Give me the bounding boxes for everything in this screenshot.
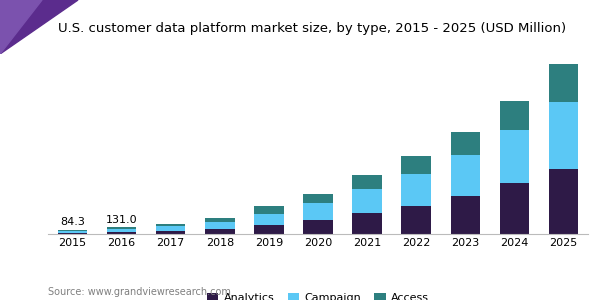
Polygon shape	[0, 0, 42, 54]
Bar	[58, 231, 87, 233]
Bar	[500, 183, 529, 234]
Bar	[254, 214, 284, 225]
Bar	[401, 174, 431, 206]
Bar	[156, 226, 185, 231]
Bar	[549, 102, 578, 169]
Bar	[58, 233, 87, 234]
Text: Source: www.grandviewresearch.com: Source: www.grandviewresearch.com	[48, 287, 231, 297]
Bar	[58, 230, 87, 231]
Bar	[254, 206, 284, 214]
Bar	[401, 206, 431, 234]
Polygon shape	[0, 0, 78, 54]
Bar	[205, 218, 235, 222]
Bar	[451, 196, 480, 234]
Bar	[500, 100, 529, 130]
Bar	[451, 132, 480, 155]
Bar	[156, 224, 185, 226]
Bar	[107, 229, 136, 232]
Text: U.S. customer data platform market size, by type, 2015 - 2025 (USD Million): U.S. customer data platform market size,…	[58, 22, 566, 34]
Bar	[107, 227, 136, 229]
Bar	[303, 203, 333, 220]
Bar	[549, 169, 578, 234]
Bar	[500, 130, 529, 183]
Bar	[352, 175, 382, 189]
Legend: Analytics, Campaign, Access: Analytics, Campaign, Access	[202, 288, 434, 300]
Bar	[352, 189, 382, 213]
Bar	[156, 231, 185, 234]
Text: 131.0: 131.0	[106, 215, 137, 225]
Bar	[205, 222, 235, 229]
Bar	[303, 194, 333, 203]
Bar	[254, 225, 284, 234]
Text: 84.3: 84.3	[60, 217, 85, 227]
Bar	[205, 229, 235, 234]
Bar	[352, 213, 382, 234]
Bar	[451, 155, 480, 196]
Bar	[549, 64, 578, 102]
Bar	[401, 156, 431, 174]
Bar	[303, 220, 333, 234]
Bar	[107, 232, 136, 234]
